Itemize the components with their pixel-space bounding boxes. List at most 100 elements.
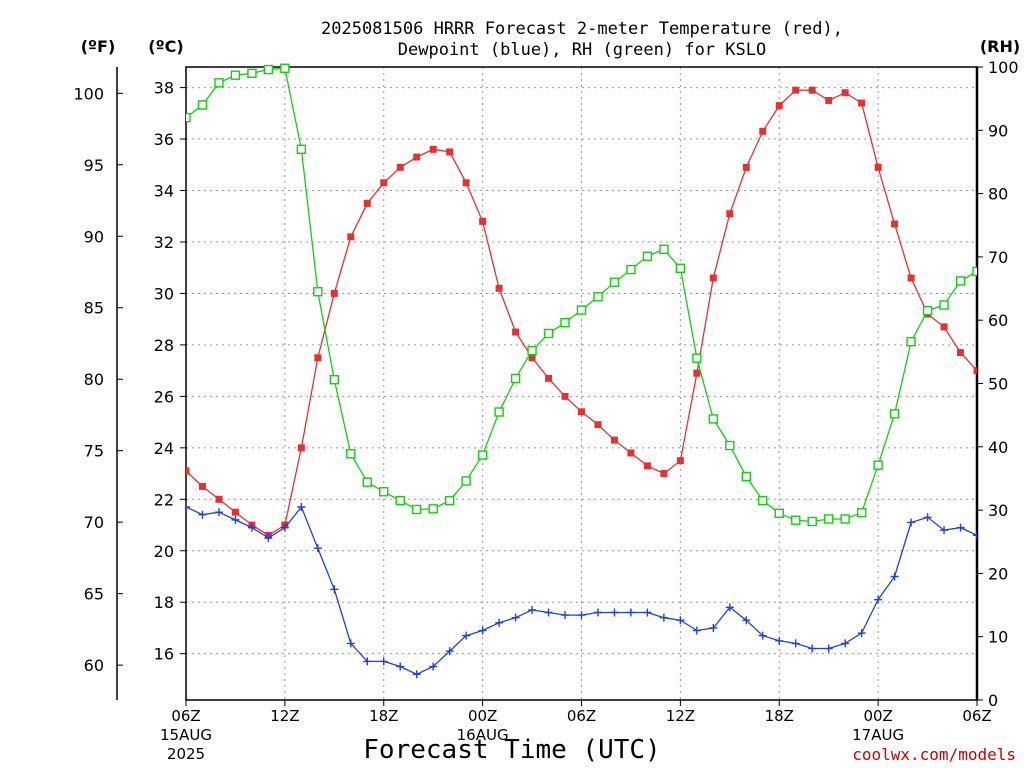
dewpoint-point bbox=[214, 508, 223, 517]
fahrenheit-unit-label: (ºF) bbox=[81, 37, 116, 56]
rh-point bbox=[692, 353, 702, 363]
credit-text[interactable]: coolwx.com/models bbox=[852, 745, 1016, 764]
dewpoint-point bbox=[841, 639, 850, 648]
chart-title-line2: Dewpoint (blue), RH (green) for KSLO bbox=[398, 40, 766, 60]
rh-axis: 0 10 20 30 40 50 60 70 80 90 100 bbox=[977, 58, 1019, 710]
dewpoint-point bbox=[659, 613, 668, 622]
time-tick-label: 06Z bbox=[567, 707, 596, 725]
rh-tick-label: 50 bbox=[988, 375, 1008, 394]
temperature-point bbox=[297, 444, 305, 452]
rh-point bbox=[186, 112, 191, 123]
rh-point bbox=[791, 515, 801, 525]
temperature-point bbox=[841, 89, 849, 97]
fahrenheit-tick-label: 80 bbox=[84, 370, 104, 389]
celsius-tick-label: 26 bbox=[154, 387, 174, 406]
fahrenheit-tick-label: 95 bbox=[84, 156, 104, 175]
temperature-point bbox=[610, 436, 618, 444]
temperature-point bbox=[940, 323, 948, 331]
dewpoint-point bbox=[198, 510, 207, 519]
temperature-point bbox=[627, 449, 635, 457]
temperature-point bbox=[186, 467, 190, 475]
celsius-tick-label: 28 bbox=[154, 336, 174, 355]
dewpoint-point bbox=[280, 523, 289, 532]
temperature-point bbox=[676, 457, 684, 465]
fahrenheit-tick-label: 90 bbox=[84, 227, 104, 246]
dewpoint-point bbox=[808, 644, 817, 653]
rh-point bbox=[362, 477, 372, 487]
temperature-point bbox=[330, 289, 338, 297]
temperature-point bbox=[512, 328, 520, 336]
time-tick-date: 17AUG bbox=[852, 726, 904, 744]
rh-point bbox=[840, 514, 850, 524]
celsius-tick-label: 18 bbox=[154, 593, 174, 612]
temperature-point bbox=[413, 153, 421, 161]
celsius-tick-label: 34 bbox=[154, 182, 174, 201]
rh-point bbox=[263, 64, 274, 75]
dewpoint-point bbox=[445, 647, 454, 656]
rh-point bbox=[856, 507, 867, 518]
dewpoint-point bbox=[692, 626, 701, 635]
dewpoint-point bbox=[956, 523, 965, 532]
temperature-point bbox=[380, 179, 388, 187]
dewpoint-point bbox=[907, 518, 916, 527]
rh-point bbox=[395, 495, 405, 506]
fahrenheit-tick-label: 60 bbox=[84, 656, 104, 675]
dewpoint-point bbox=[824, 644, 833, 653]
temperature-point bbox=[578, 408, 585, 416]
dewpoint-point bbox=[973, 531, 977, 540]
temperature-point bbox=[643, 462, 651, 470]
temperature-point bbox=[347, 233, 355, 241]
temperature-point bbox=[231, 508, 239, 516]
dewpoint-point bbox=[330, 585, 339, 594]
dewpoint-point bbox=[528, 605, 537, 614]
rh-point bbox=[527, 345, 537, 356]
time-tick-label: 06Z bbox=[962, 707, 991, 725]
dewpoint-point bbox=[709, 623, 718, 632]
dewpoint-point bbox=[478, 626, 487, 635]
rh-line bbox=[186, 67, 977, 523]
temperature-point bbox=[396, 163, 404, 171]
temperature-point bbox=[808, 86, 816, 94]
rh-tick-label: 10 bbox=[988, 628, 1008, 647]
time-tick-label: 06Z bbox=[171, 707, 200, 725]
dewpoint-point bbox=[429, 662, 438, 671]
rh-point bbox=[346, 449, 356, 459]
time-tick-year: 2025 bbox=[167, 745, 205, 763]
rh-point bbox=[873, 460, 883, 470]
rh-point bbox=[576, 305, 587, 315]
dewpoint-series bbox=[186, 503, 977, 679]
dewpoint-point bbox=[874, 595, 883, 604]
rh-point bbox=[922, 306, 933, 316]
temperature-point bbox=[198, 482, 206, 490]
dewpoint-point bbox=[593, 608, 602, 617]
dewpoint-point bbox=[297, 503, 306, 512]
time-tick-label: 00Z bbox=[468, 707, 497, 725]
temperature-point bbox=[660, 470, 668, 478]
rh-point bbox=[477, 450, 488, 460]
dewpoint-point bbox=[577, 611, 586, 620]
time-tick-label: 18Z bbox=[369, 707, 398, 725]
temperature-point bbox=[528, 354, 536, 362]
temperature-point bbox=[957, 349, 965, 357]
rh-point bbox=[444, 495, 455, 506]
rh-point bbox=[626, 264, 636, 275]
rh-point bbox=[774, 508, 784, 518]
dewpoint-point bbox=[775, 636, 784, 645]
rh-point bbox=[939, 300, 949, 310]
time-tick-date: 16AUG bbox=[457, 726, 509, 744]
temperature-point bbox=[693, 369, 701, 377]
temperature-point bbox=[792, 86, 800, 94]
time-tick-label: 18Z bbox=[765, 707, 794, 725]
temperature-point bbox=[775, 102, 783, 110]
rh-tick-label: 0 bbox=[988, 691, 998, 710]
temperature-point bbox=[495, 284, 503, 292]
temperature-point bbox=[446, 148, 454, 156]
dewpoint-point bbox=[247, 523, 256, 532]
celsius-tick-label: 30 bbox=[154, 284, 174, 303]
rh-tick-label: 20 bbox=[988, 564, 1008, 583]
dewpoint-point bbox=[495, 618, 504, 627]
dewpoint-point bbox=[676, 616, 685, 625]
celsius-unit-label: (ºC) bbox=[148, 37, 183, 56]
chart-title-line1: 2025081506 HRRR Forecast 2-meter Tempera… bbox=[321, 19, 843, 39]
